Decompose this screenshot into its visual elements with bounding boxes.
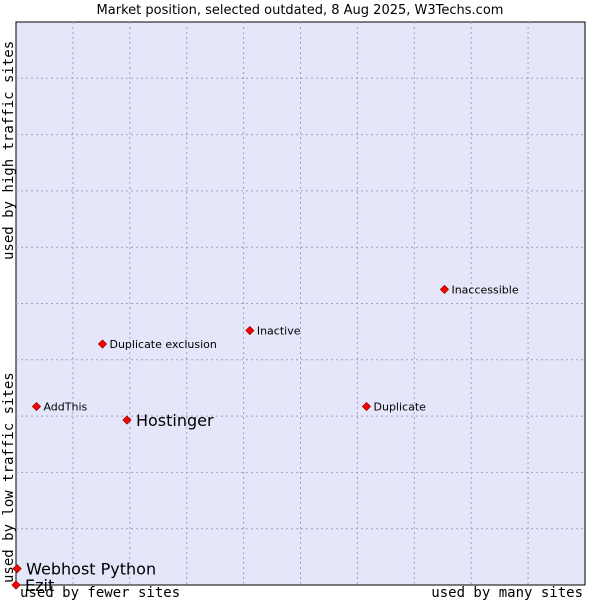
data-point-label: Hostinger bbox=[136, 411, 214, 430]
data-point-marker bbox=[245, 325, 255, 336]
data-point-label: Inaccessible bbox=[451, 283, 518, 296]
data-point-marker bbox=[361, 401, 372, 412]
grid-lines bbox=[16, 22, 585, 585]
data-point-marker bbox=[11, 580, 21, 590]
data-point-label: Ezit bbox=[25, 576, 54, 595]
data-point-marker bbox=[439, 284, 450, 294]
data-point-marker bbox=[12, 564, 22, 574]
data-point-marker bbox=[31, 401, 42, 412]
x-axis-label-high: used by many sites bbox=[431, 585, 583, 600]
x-axis-label-low: used by fewer sites bbox=[20, 585, 180, 600]
data-point-label: Duplicate bbox=[374, 401, 427, 414]
data-point-label: Duplicate exclusion bbox=[109, 338, 216, 351]
data-point-label: AddThis bbox=[43, 401, 87, 414]
y-axis-label-high: used by high traffic sites bbox=[1, 41, 17, 260]
data-point-label: Webhost Python bbox=[26, 560, 156, 579]
data-point-marker bbox=[122, 415, 132, 425]
data-points: Inaccessible Inactive Duplicate exclusion A… bbox=[11, 283, 519, 595]
y-axis-label-low: used by low traffic sites bbox=[1, 372, 17, 583]
data-point-marker bbox=[97, 339, 108, 349]
chart-title: Market position, selected outdated, 8 Au… bbox=[97, 3, 504, 18]
data-point-label: Inactive bbox=[257, 325, 301, 338]
